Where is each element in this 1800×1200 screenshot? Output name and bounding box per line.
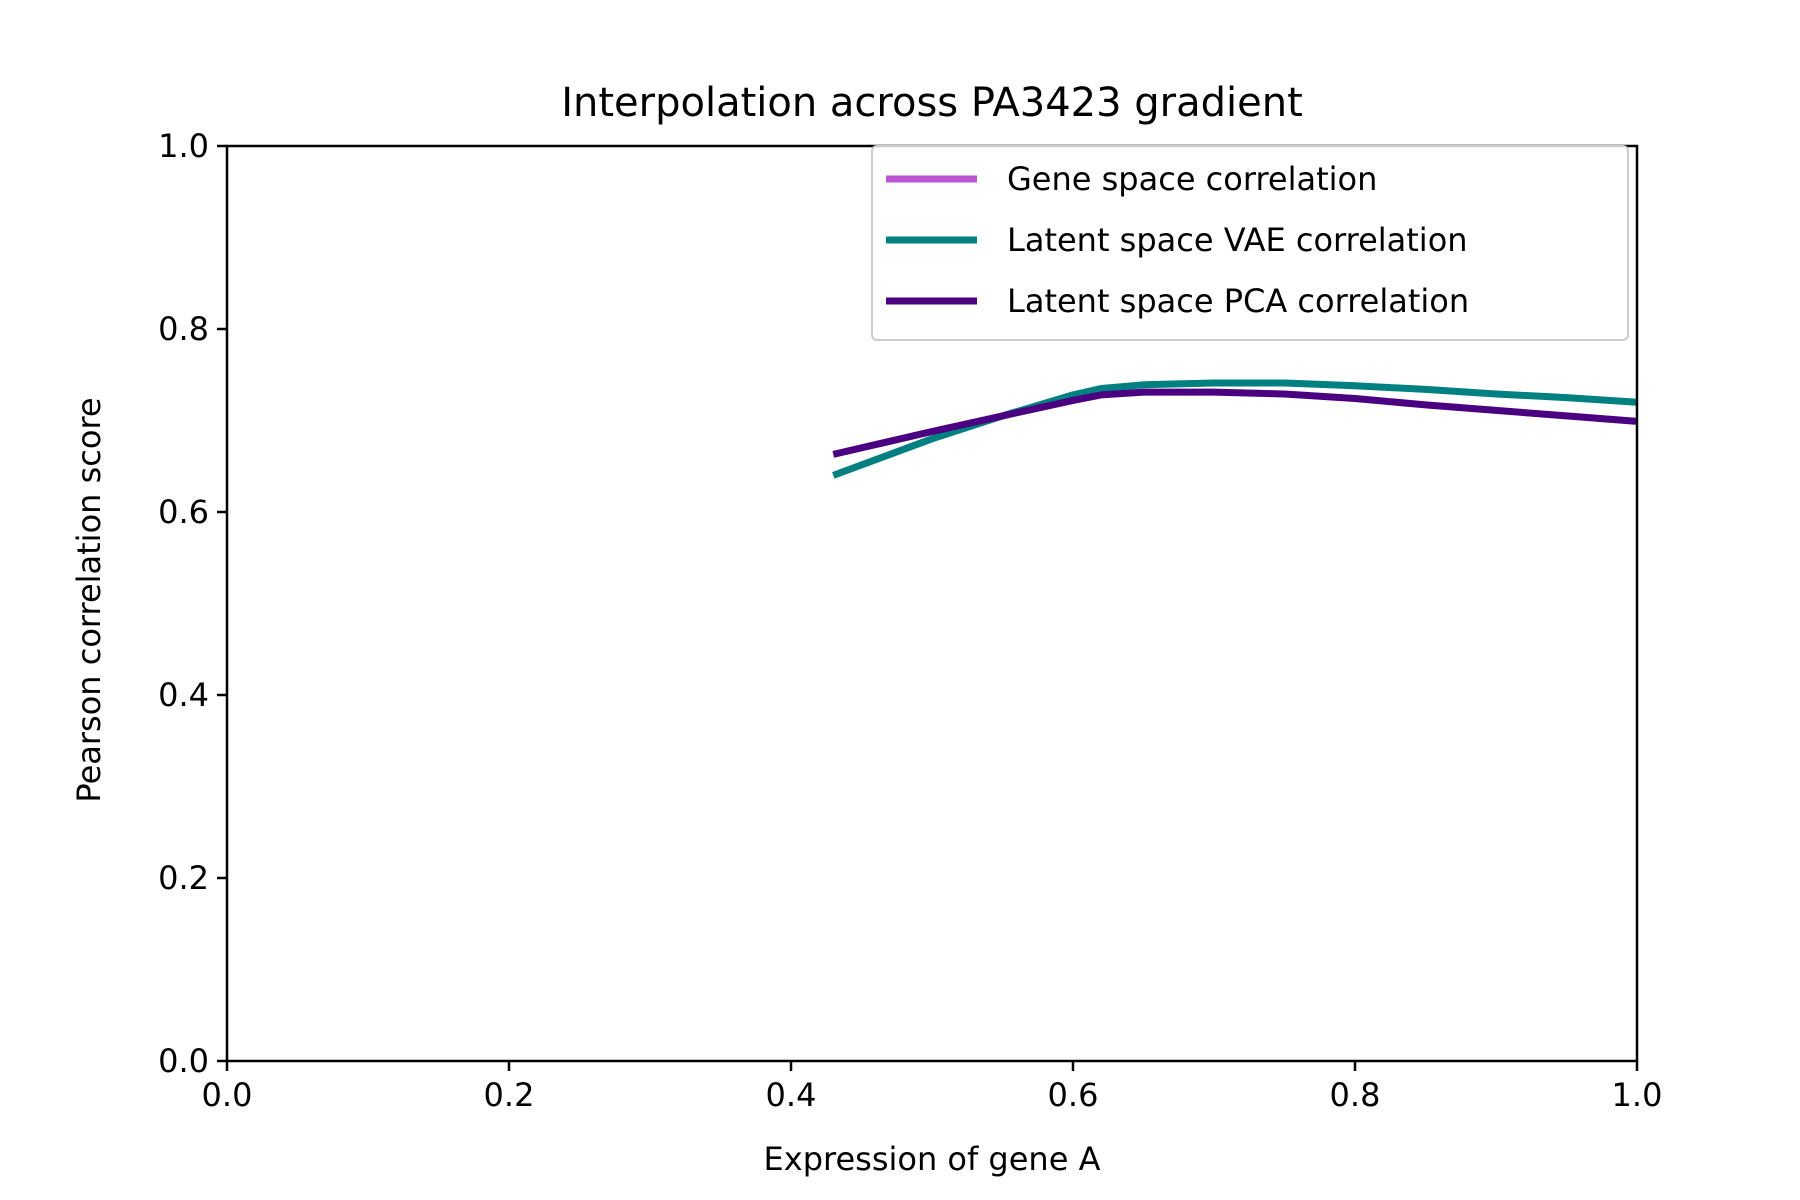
x-tick-label: 0.0 [202,1076,253,1114]
y-tick-label: 0.2 [158,859,209,897]
legend-label-3: Latent space PCA correlation [1007,282,1469,320]
x-tick-label: 0.8 [1330,1076,1381,1114]
axes: 0.0 0.2 0.4 0.6 0.8 1.0 0.0 0.2 0.4 0.6 0.8 1.0 [158,127,1662,1114]
plot-area [832,379,1638,479]
y-tick-label: 1.0 [158,127,209,165]
y-tick-label: 0.4 [158,676,209,714]
x-tick-label: 1.0 [1612,1076,1663,1114]
chart-title: Interpolation across PA3423 gradient [561,80,1303,126]
x-axis-label: Expression of gene A [764,1140,1101,1178]
y-tick-label: 0.8 [158,310,209,348]
x-tick-label: 0.2 [484,1076,535,1114]
x-tick-label: 0.6 [1048,1076,1099,1114]
series-line-3 [832,388,1638,458]
legend-box [871,145,1629,341]
y-axis-label: Pearson correlation score [70,397,108,802]
legend: Gene space correlation Latent space VAE c… [871,145,1629,341]
legend-label-2: Latent space VAE correlation [1007,221,1468,259]
legend-label-1: Gene space correlation [1007,160,1377,198]
y-tick-label: 0.0 [158,1042,209,1080]
x-tick-label: 0.4 [766,1076,817,1114]
y-tick-label: 0.6 [158,493,209,531]
